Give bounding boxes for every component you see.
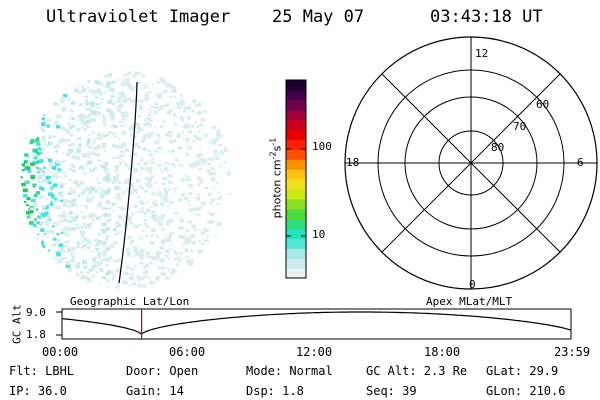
colorbar-cell — [286, 188, 306, 200]
lat-label-70: 70 — [513, 120, 527, 133]
colorbar-cell — [286, 129, 306, 140]
colorbar-cell — [286, 198, 306, 210]
colorbar-cell — [286, 139, 306, 150]
ip-status: IP: 36.0 — [9, 384, 67, 398]
xtick-1800: 18:00 — [424, 345, 461, 359]
colorbar-cell — [286, 208, 306, 220]
lat-label-80: 80 — [491, 141, 505, 154]
mlt-label-18: 18 — [346, 156, 360, 169]
colorbar-cell — [286, 179, 306, 190]
colorbar-cell — [286, 109, 306, 121]
colorbar-cell — [286, 218, 306, 230]
colorbar-cell — [286, 268, 306, 279]
xtick-2359: 23:59 — [554, 345, 591, 359]
colorbar-tick-100: 100 — [312, 140, 332, 153]
apex-title: Apex MLat/MLT — [426, 295, 513, 308]
instrument-title: Ultraviolet Imager — [46, 7, 231, 27]
gain-status: Gain: 14 — [126, 384, 184, 398]
terminator-line — [118, 81, 138, 284]
xtick-0000: 00:00 — [42, 345, 79, 359]
colorbar-cell — [286, 89, 306, 101]
aurora-pixels — [20, 71, 232, 289]
seq-status: Seq: 39 — [366, 384, 417, 398]
mlt-label-12: 12 — [475, 47, 489, 60]
dsp-status: Dsp: 1.8 — [246, 384, 304, 398]
xtick-0600: 06:00 — [169, 345, 206, 359]
mlt-label-6: 6 — [577, 156, 584, 169]
colorbar-cell — [286, 238, 306, 249]
filter-status: Flt: LBHL — [9, 364, 75, 378]
mlt-label-0: 0 — [469, 278, 476, 291]
glat-status: GLat: 29.9 — [486, 364, 559, 378]
gc-alt-status: GC Alt: 2.3 Re — [366, 364, 468, 378]
colorbar-cell — [286, 80, 306, 91]
colorbar-cell — [286, 119, 306, 131]
door-status: Door: Open — [126, 364, 199, 378]
date-label: 25 May 07 — [272, 7, 365, 27]
time-label: 03:43:18 UT — [430, 7, 543, 27]
colorbar-tick-10: 10 — [312, 228, 326, 241]
colorbar-cell — [286, 99, 306, 111]
ytick-top: 9.0 — [26, 306, 46, 319]
colorbar-cell — [286, 248, 306, 259]
lat-label-60: 60 — [536, 98, 550, 111]
colorbar-cell — [286, 228, 306, 239]
altitude-curve — [61, 311, 572, 335]
geographic-title: Geographic Lat/Lon — [70, 295, 190, 308]
xtick-1200: 12:00 — [296, 345, 333, 359]
mode-status: Mode: Normal — [246, 364, 333, 378]
glon-status: GLon: 210.6 — [486, 384, 566, 398]
ytick-bottom: 1.8 — [26, 328, 46, 341]
colorbar-cell — [286, 258, 306, 269]
colorbar-cell — [286, 149, 306, 160]
colorbar-cell — [286, 159, 306, 170]
altitude-ylabel: GC Alt — [10, 304, 24, 344]
colorbar-cell — [286, 169, 306, 180]
